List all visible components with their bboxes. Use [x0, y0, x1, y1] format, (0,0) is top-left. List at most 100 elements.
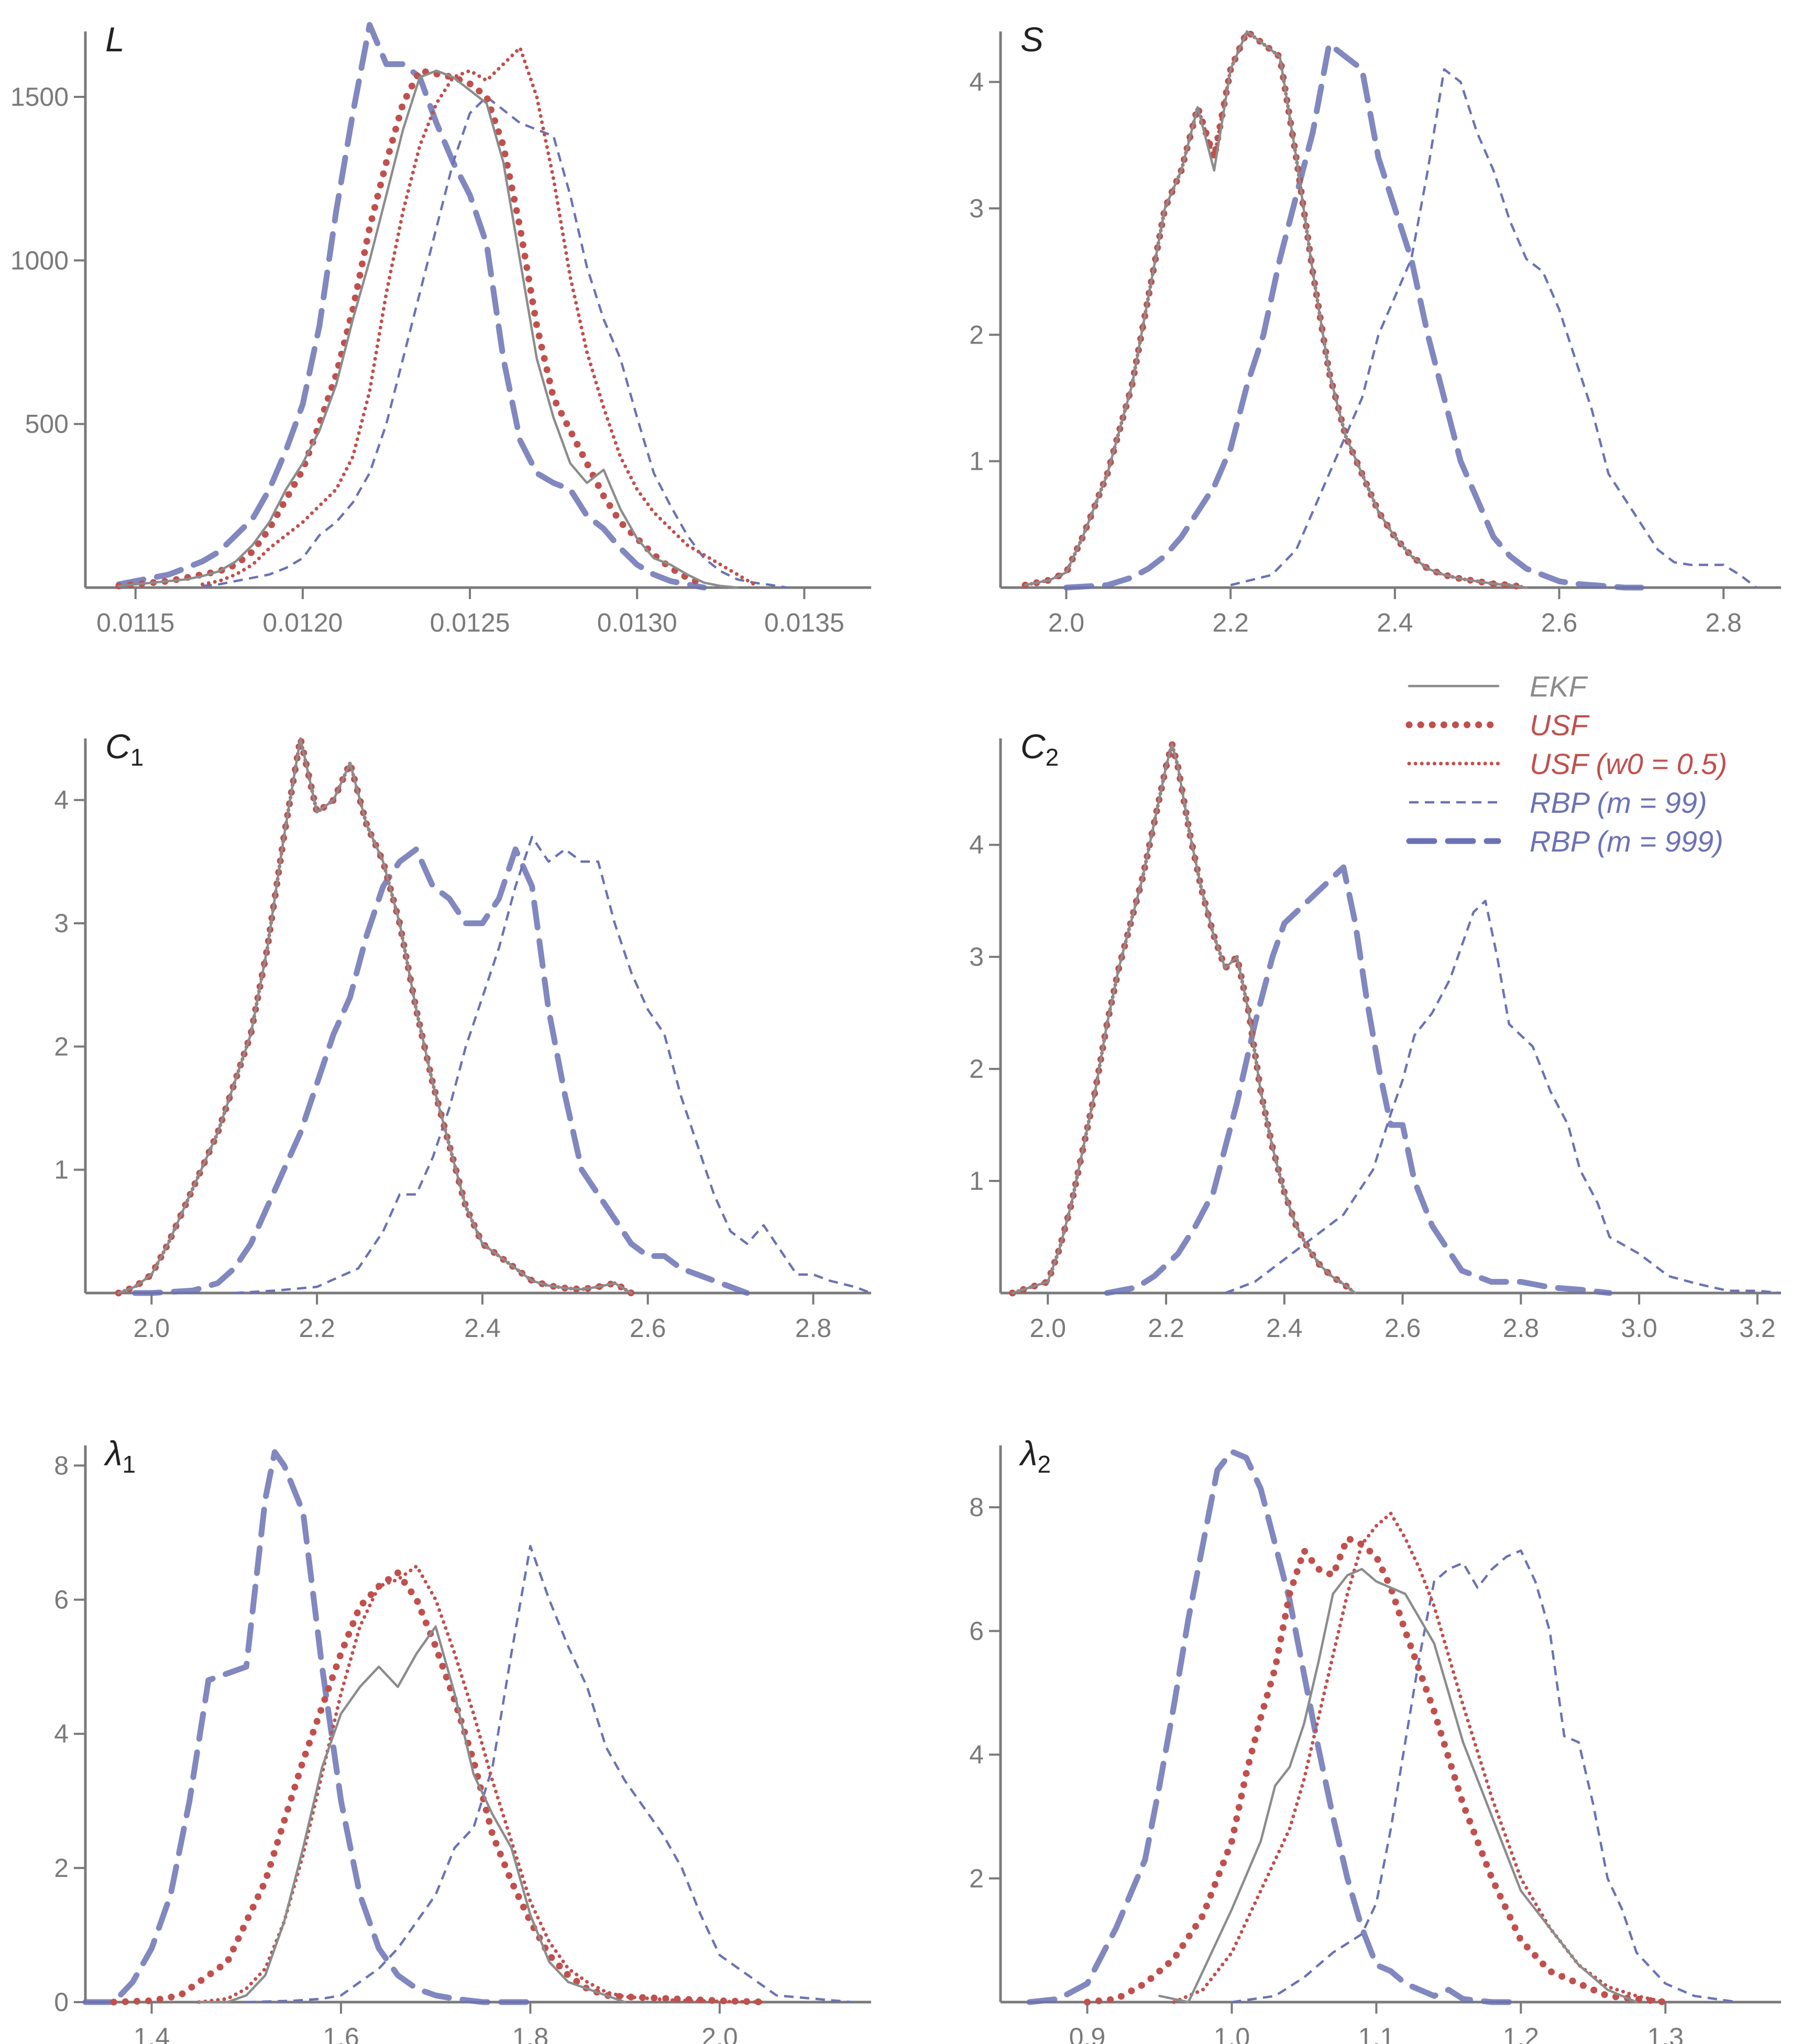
y-tick-label: 3: [969, 942, 984, 971]
x-tick-label: 1.8: [512, 2023, 549, 2044]
series-line-rbp999: [132, 846, 750, 1296]
series-line-usfw: [197, 1564, 769, 2004]
legend-label-usfw: USF (w0 = 0.5): [1530, 747, 1727, 780]
legend-label-rbp999: RBP (m = 999): [1530, 825, 1723, 858]
series-line-ekf: [117, 69, 739, 589]
x-tick-label: 0.0115: [96, 608, 174, 637]
chart-panel-3: 2.0 2.2 2.4 2.6 2.8 1 2 3 4 C1: [54, 727, 872, 1343]
x-tick-label: 1.6: [323, 2023, 359, 2044]
x-tick-label: 1.4: [134, 2023, 170, 2044]
x-tick-label: 1.2: [1503, 2023, 1540, 2044]
x-tick-label: 2.6: [630, 1313, 666, 1343]
panel-title: λ2: [1019, 1434, 1051, 1478]
x-tick-label: 2.2: [1148, 1313, 1184, 1343]
series-line-ekf: [117, 737, 633, 1295]
series-line-ekf: [1011, 743, 1357, 1295]
y-tick-label: 2: [969, 320, 984, 349]
y-tick-label: 1: [969, 447, 984, 476]
x-tick-label: 1.0: [1214, 2023, 1250, 2044]
panel-title-subscript: 2: [1037, 1451, 1051, 1478]
chart-panel-1: 0.0115 0.0120 0.0125 0.0130 0.0135 500 1000 150…: [10, 20, 871, 637]
legend: EKF USF USF (w0 = 0.5) RBP (m = 99) RBP (m =…: [1405, 670, 1727, 858]
series-line-usfw: [200, 46, 756, 587]
series-line-rbp99: [234, 836, 872, 1295]
series-line-ekf: [1024, 30, 1528, 589]
y-tick-label: 1500: [10, 82, 69, 112]
x-tick-label: 2.6: [1541, 608, 1578, 637]
panel-title: C2: [1020, 727, 1059, 771]
y-tick-label: 2: [969, 1864, 984, 1893]
panel-title: λ1: [104, 1434, 136, 1478]
y-tick-label: 1: [54, 1155, 69, 1185]
x-tick-label: 2.2: [299, 1313, 335, 1343]
series-line-rbp99: [202, 95, 788, 589]
y-tick-label: 8: [969, 1493, 984, 1522]
legend-label-ekf: EKF: [1530, 670, 1588, 703]
x-tick-label: 3.0: [1621, 1313, 1657, 1343]
x-tick-label: 1.1: [1358, 2023, 1395, 2044]
series-line-usf: [1009, 741, 1359, 1297]
y-tick-label: 6: [54, 1585, 69, 1615]
series-line-usfw: [116, 736, 633, 1295]
y-tick-label: 8: [54, 1451, 69, 1480]
x-tick-label: 2.0: [134, 1313, 170, 1343]
x-tick-label: 2.8: [1705, 608, 1742, 637]
series-line-rbp999: [1026, 1449, 1524, 2005]
x-tick-label: 2.0: [701, 2023, 738, 2044]
y-tick-label: 4: [969, 830, 984, 859]
y-tick-label: 1000: [10, 246, 69, 275]
y-tick-label: 4: [54, 786, 69, 815]
legend-label-usf: USF: [1530, 709, 1590, 742]
series-line-ekf: [197, 1625, 627, 2004]
series-line-rbp99: [246, 1544, 853, 2004]
panel-title: S: [1020, 20, 1043, 59]
series-line-rbp999: [1063, 41, 1644, 591]
x-tick-label: 2.0: [1030, 1313, 1067, 1343]
series-line-usf: [115, 735, 635, 1297]
y-tick-label: 0: [54, 1987, 69, 2017]
panels-layer: 0.0115 0.0120 0.0125 0.0130 0.0135 500 1000 150…: [10, 20, 1782, 2044]
x-tick-label: 0.0125: [430, 608, 510, 637]
x-tick-label: 2.2: [1212, 608, 1249, 637]
series-line-rbp99: [1230, 68, 1757, 589]
y-tick-label: 4: [969, 1740, 984, 1770]
y-tick-label: 4: [969, 68, 984, 97]
x-tick-label: 0.0130: [597, 608, 677, 637]
y-tick-label: 3: [54, 909, 69, 938]
series-line-usfw: [1023, 29, 1529, 590]
x-tick-label: 2.4: [1266, 1313, 1303, 1343]
series-line-rbp999: [1104, 864, 1613, 1296]
y-tick-label: 2: [54, 1032, 69, 1061]
x-tick-label: 0.0135: [764, 608, 844, 637]
x-tick-label: 0.0120: [262, 608, 343, 637]
chart-panel-6: 0.9 1.0 1.1 1.2 1.3 2 4 6 8 λ2: [969, 1434, 1781, 2044]
y-tick-label: 2: [54, 1853, 69, 1883]
y-tick-label: 500: [25, 410, 69, 439]
series-line-usfw: [1010, 742, 1357, 1295]
panel-title-subscript: 1: [130, 744, 144, 771]
x-tick-label: 2.6: [1385, 1313, 1421, 1343]
x-tick-label: 1.3: [1647, 2023, 1684, 2044]
chart-panel-2: 2.0 2.2 2.4 2.6 2.8 1 2 3 4 S: [969, 20, 1781, 637]
legend-label-rbp99: RBP (m = 99): [1530, 786, 1707, 819]
series-line-usf: [110, 1569, 771, 2006]
series-line-rbp999: [82, 1449, 533, 2005]
panel-title: C1: [105, 727, 144, 771]
y-tick-label: 6: [969, 1616, 984, 1645]
x-tick-label: 2.8: [795, 1313, 832, 1343]
chart-panel-4: 2.0 2.2 2.4 2.6 2.8 3.0 3.2 1 2 3 4 C2: [969, 727, 1782, 1343]
series-line-rbp999: [116, 22, 707, 591]
y-tick-label: 3: [969, 194, 984, 223]
y-tick-label: 4: [54, 1719, 69, 1749]
series-line-usf: [1084, 1534, 1669, 2006]
chart-panel-5: 1.4 1.6 1.8 2.0 0 2 4 6 8 λ1: [54, 1434, 871, 2044]
x-tick-label: 2.4: [1377, 608, 1413, 637]
series-line-rbp99: [1232, 1549, 1738, 2004]
panel-title: L: [105, 20, 125, 59]
series-line-usfw: [1172, 1511, 1667, 2004]
y-tick-label: 1: [969, 1166, 984, 1196]
x-tick-label: 2.8: [1503, 1313, 1540, 1343]
x-tick-label: 2.0: [1048, 608, 1085, 637]
x-tick-label: 0.9: [1069, 2023, 1106, 2044]
